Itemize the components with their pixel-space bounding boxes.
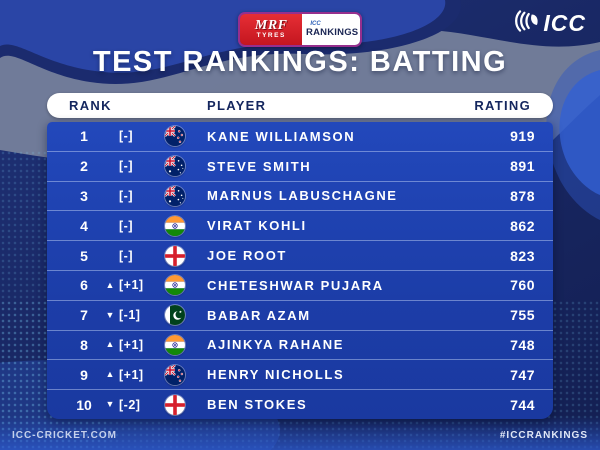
table-row: 9 ▲ [+1] HENRY NICHOLLS 747 (47, 359, 553, 389)
rank-value: 10 (76, 396, 92, 413)
flag-icon-australia (165, 185, 185, 206)
movement-up-icon: ▲ (105, 339, 115, 350)
table-header: RANK PLAYER RATING (47, 93, 553, 118)
column-header-rank: RANK (69, 98, 112, 113)
movement-up-icon: ▲ (105, 279, 115, 290)
rank-value: 2 (80, 158, 88, 175)
rating-value: 919 (510, 128, 535, 145)
flag-cell (165, 126, 207, 147)
movement-down-icon: ▼ (105, 309, 115, 320)
flag-icon-new-zealand (165, 364, 185, 385)
column-header-rating: RATING (474, 98, 531, 113)
flag-cell (165, 334, 207, 355)
table-row: 8 ▲ [+1] AJINKYA RAHANE 748 (47, 329, 553, 360)
footer-hashtag: #ICCRANKINGS (499, 430, 588, 441)
rank-change: [-1] (119, 308, 141, 323)
rank-value: 6 (80, 277, 88, 294)
sponsor-badge: MRF TYRES ICC RANKINGS (238, 12, 362, 47)
rating-value: 823 (510, 247, 535, 264)
movement-up-icon: ▲ (105, 369, 115, 380)
player-name: VIRAT KOHLI (207, 218, 307, 234)
icc-swoosh-icon (514, 9, 540, 38)
tyres-logo-text: TYRES (256, 32, 286, 39)
flag-icon-england (165, 245, 185, 266)
rank-change: [-] (119, 248, 133, 263)
flag-cell (165, 245, 207, 266)
bottom-glow (0, 416, 600, 450)
rank-change: [+1] (119, 367, 144, 382)
flag-icon-pakistan (165, 305, 185, 326)
flag-icon-india (165, 334, 185, 355)
rank-value: 1 (80, 128, 88, 145)
flag-cell (165, 394, 207, 415)
table-row: 10 ▼ [-2] BEN STOKES 744 (47, 389, 553, 419)
table-row: 1 [-] KANE WILLIAMSON 919 (47, 122, 553, 151)
table-row: 5 [-] JOE ROOT 823 (47, 240, 553, 270)
column-header-player: PLAYER (207, 98, 267, 113)
rank-change: [-] (119, 188, 133, 203)
rank-change: [-] (119, 218, 133, 233)
table-row: 6 ▲ [+1] CHETESHWAR PUJARA 760 (47, 269, 553, 300)
icc-logo: ICC (514, 9, 586, 38)
rank-change: [-] (119, 159, 133, 174)
rank-value: 7 (80, 307, 88, 324)
flag-icon-india (165, 215, 185, 236)
flag-icon-india (165, 275, 185, 296)
player-name: CHETESHWAR PUJARA (207, 277, 384, 293)
rank-value: 9 (80, 366, 88, 383)
flag-icon-australia (165, 156, 185, 177)
table-row: 3 [-] MARNUS LABUSCHAGNE 878 (47, 180, 553, 211)
rating-value: 747 (510, 366, 535, 383)
flag-icon-new-zealand (165, 126, 185, 147)
player-name: KANE WILLIAMSON (207, 128, 356, 144)
flag-cell (165, 305, 207, 326)
mrf-tyres-logo: MRF TYRES (240, 14, 303, 45)
table-row: 4 [-] VIRAT KOHLI 862 (47, 210, 553, 240)
rank-change: [-] (119, 129, 133, 144)
mrf-logo-text: MRF (254, 18, 288, 33)
rating-value: 748 (510, 336, 535, 353)
rating-value: 862 (510, 217, 535, 234)
flag-cell (165, 156, 207, 177)
table-row: 7 ▼ [-1] BABAR AZAM 755 (47, 299, 553, 330)
icc-rankings-logo: ICC RANKINGS (302, 14, 360, 45)
rating-value: 878 (510, 187, 535, 204)
page-title: TEST RANKINGS: BATTING (92, 46, 508, 78)
flag-cell (165, 215, 207, 236)
rating-value: 744 (510, 396, 535, 413)
rank-change: [+1] (119, 337, 144, 352)
player-name: BEN STOKES (207, 397, 308, 413)
flag-icon-england (165, 394, 185, 415)
rating-value: 760 (510, 277, 535, 294)
rank-value: 3 (80, 187, 88, 204)
flag-cell (165, 364, 207, 385)
rank-value: 4 (80, 217, 88, 234)
flag-cell (165, 275, 207, 296)
player-name: JOE ROOT (207, 248, 287, 264)
player-name: AJINKYA RAHANE (207, 337, 345, 353)
rating-value: 755 (510, 307, 535, 324)
rating-value: 891 (510, 158, 535, 175)
rank-change: [+1] (119, 278, 144, 293)
player-name: MARNUS LABUSCHAGNE (207, 188, 398, 204)
player-name: STEVE SMITH (207, 158, 312, 174)
movement-down-icon: ▼ (105, 399, 115, 410)
rank-value: 5 (80, 247, 88, 264)
table-body: 1 [-] KANE WILLIAMSON 919 2 [-] STEVE SM… (47, 122, 553, 419)
icc-logo-text: ICC (543, 10, 586, 36)
rank-value: 8 (80, 336, 88, 353)
footer-website: ICC-CRICKET.COM (12, 430, 117, 441)
player-name: BABAR AZAM (207, 307, 311, 323)
table-row: 2 [-] STEVE SMITH 891 (47, 150, 553, 181)
rank-change: [-2] (119, 397, 141, 412)
rankings-logo-text: RANKINGS (306, 27, 359, 38)
flag-cell (165, 185, 207, 206)
rankings-table: RANK PLAYER RATING 1 [-] KANE WILLIAMSON… (47, 93, 553, 419)
player-name: HENRY NICHOLLS (207, 367, 345, 383)
icc-mini-logo-text: ICC (310, 21, 321, 27)
